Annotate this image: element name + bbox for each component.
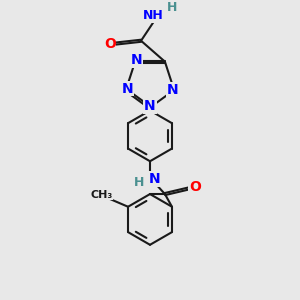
Text: H: H <box>167 2 178 14</box>
Text: N: N <box>167 83 178 97</box>
Text: N: N <box>122 82 133 95</box>
Text: O: O <box>104 37 116 51</box>
Text: O: O <box>189 180 201 194</box>
Text: CH₃: CH₃ <box>90 190 112 200</box>
Text: NH: NH <box>142 9 163 22</box>
Text: N: N <box>149 172 160 186</box>
Text: N: N <box>144 99 156 113</box>
Text: N: N <box>131 53 142 67</box>
Text: H: H <box>134 176 145 189</box>
